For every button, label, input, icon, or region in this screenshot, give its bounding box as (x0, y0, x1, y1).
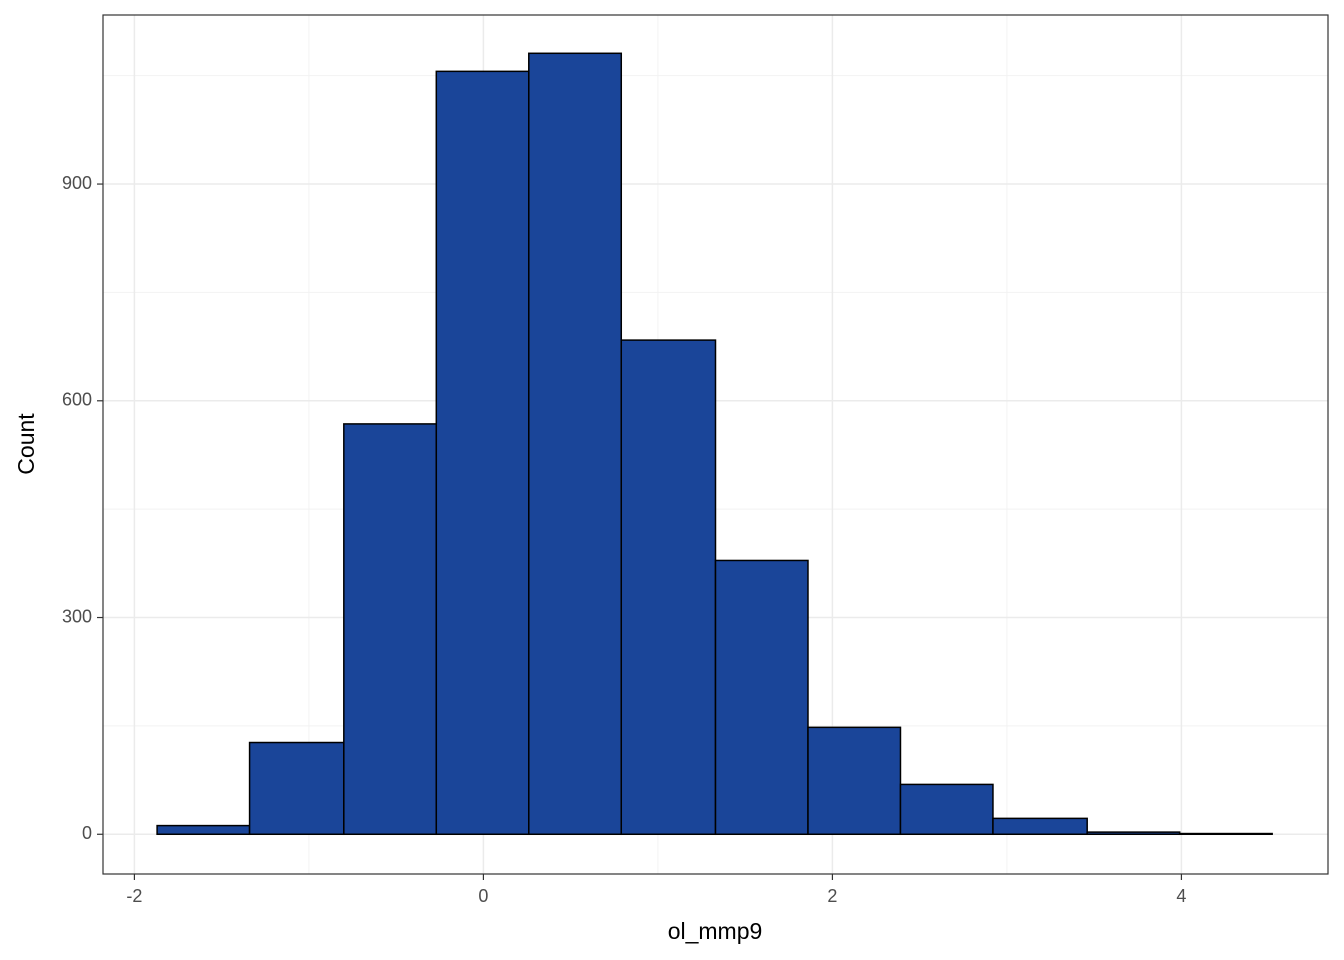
bar (435, 70, 530, 836)
y-tick-label: 600 (62, 390, 92, 410)
bar (528, 52, 623, 836)
bar (343, 423, 438, 836)
bar (714, 559, 809, 836)
y-tick-label: 300 (62, 606, 92, 626)
bar (899, 783, 994, 836)
y-tick-label: 900 (62, 173, 92, 193)
panel-border (102, 14, 1329, 875)
bar (807, 726, 902, 836)
bar (156, 824, 251, 836)
bar (1086, 831, 1181, 836)
bar (992, 817, 1088, 836)
y-tick-label: 0 (82, 823, 92, 843)
bar (1178, 832, 1273, 836)
bar (248, 741, 345, 836)
x-axis-label: ol_mmp9 (668, 918, 763, 944)
x-tick-label: 0 (478, 886, 488, 906)
y-axis-label: Count (13, 413, 39, 475)
x-tick-label: 4 (1176, 886, 1186, 906)
bar (620, 339, 717, 836)
x-tick-label: -2 (126, 886, 142, 906)
x-tick-label: 2 (827, 886, 837, 906)
